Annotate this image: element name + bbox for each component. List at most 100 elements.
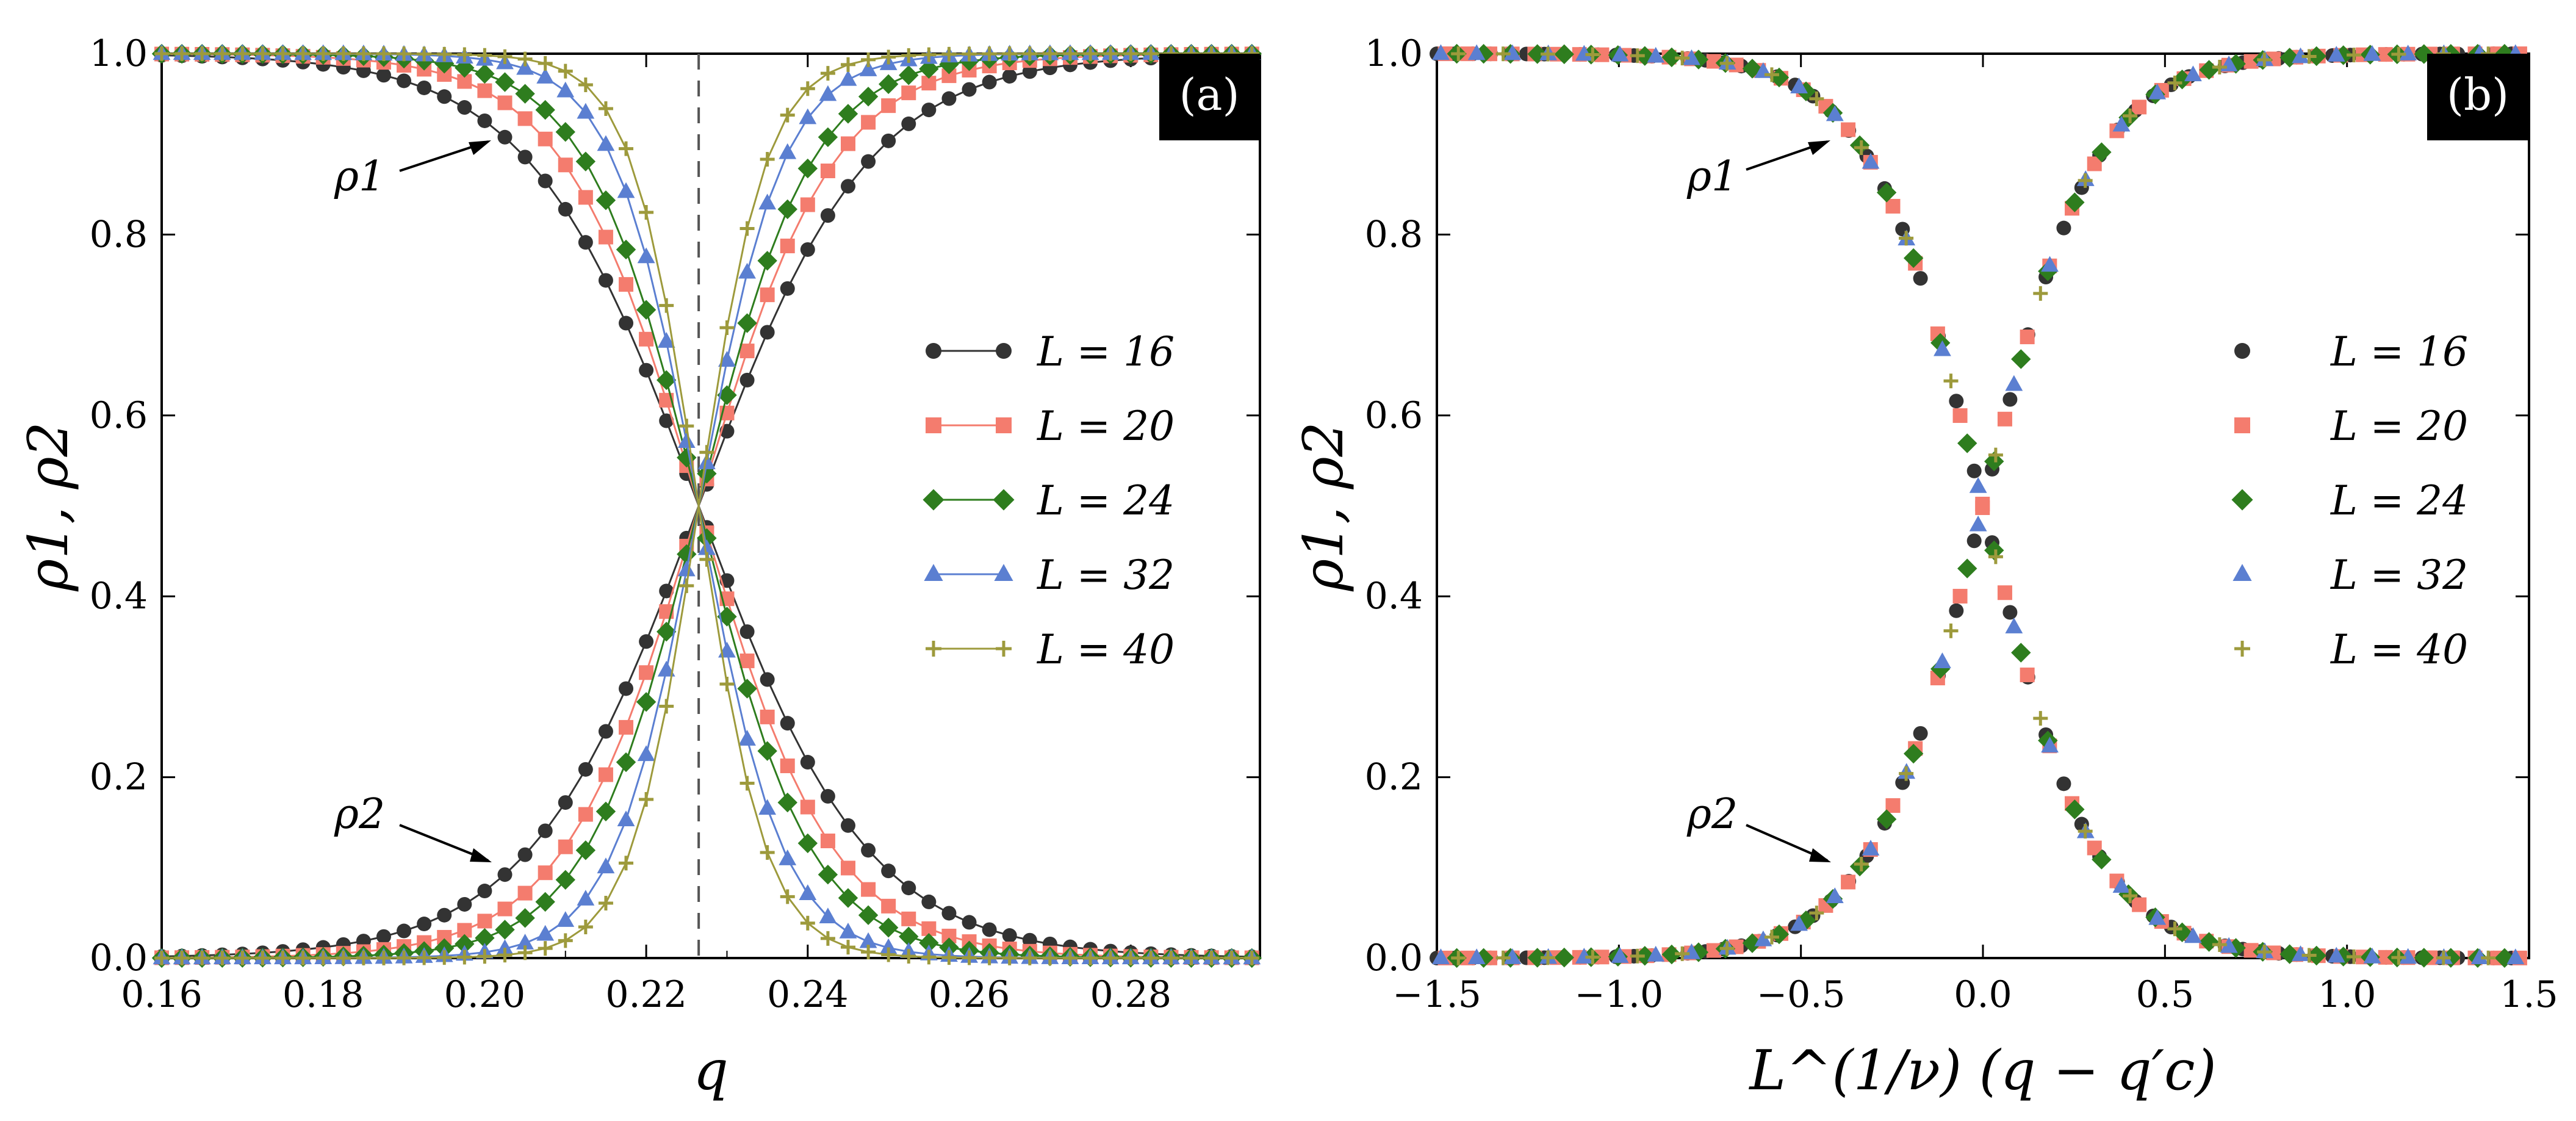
rho1-point <box>878 917 899 938</box>
rho1-point <box>760 709 775 724</box>
x-tick-label: 1.0 <box>2318 973 2376 1016</box>
rho2-point <box>1826 887 1844 904</box>
rho2-point <box>1062 46 1078 62</box>
rho1-point <box>2002 605 2018 620</box>
legend-label: L = 16 <box>2330 328 2468 375</box>
rho1-point <box>1790 77 1808 94</box>
rho1-point <box>578 190 593 205</box>
legend-label: L = 24 <box>2330 477 2468 524</box>
rho1-point <box>356 46 371 62</box>
legend-marker <box>2234 641 2250 657</box>
legend-label: L = 20 <box>1037 403 1175 450</box>
rho1-point <box>800 799 815 815</box>
rho2-point <box>679 578 694 593</box>
rho2-point <box>2391 46 2406 62</box>
rho2-point <box>477 949 492 964</box>
rho1-point <box>1661 47 1682 68</box>
legend-marker <box>2234 417 2250 433</box>
panel-a-label: (a) <box>1179 69 1239 120</box>
rho2-point <box>677 544 697 564</box>
rho2-point <box>578 762 593 777</box>
rho2-point <box>899 65 919 85</box>
rho1-point <box>1719 56 1735 71</box>
series-32 <box>1432 44 2525 965</box>
rho1-point <box>2470 948 2489 964</box>
rho2-point <box>2257 52 2272 68</box>
rho2-point <box>639 792 654 807</box>
panel-b-y-axis-label: ρ1, ρ2 <box>1292 422 1356 592</box>
rho1-point <box>1899 231 1914 246</box>
rho1-point <box>1467 44 1486 60</box>
rho1-point <box>397 46 412 62</box>
rho2-point <box>1966 533 1982 549</box>
rho2-point <box>619 719 634 735</box>
rho2-point <box>1952 588 1968 604</box>
rho1-point <box>719 677 735 692</box>
rho2-point <box>2132 99 2147 115</box>
x-tick-label: 0.20 <box>444 973 526 1016</box>
rho2-point <box>275 950 290 965</box>
rho1-point <box>861 843 876 858</box>
rho1-point <box>1611 45 1629 62</box>
rho1-point <box>619 141 634 156</box>
rho2-point <box>739 344 755 359</box>
rho1-point <box>677 447 697 468</box>
rho2-point <box>515 908 535 928</box>
rho1-point <box>2347 949 2362 964</box>
rho1-point <box>777 792 797 813</box>
rho1-point <box>881 947 896 962</box>
rho1-point <box>1688 49 1709 70</box>
rho2-point <box>295 950 311 965</box>
legend-marker <box>996 641 1012 657</box>
rho1-point <box>598 101 613 117</box>
rho2-point <box>757 251 777 271</box>
y-tick-label: 0.6 <box>90 394 148 437</box>
rho2-point <box>881 49 896 65</box>
rho1-point <box>2436 950 2451 965</box>
rho2-point <box>982 74 997 90</box>
rho1-point <box>901 948 916 964</box>
rho1-point <box>779 849 797 865</box>
rho1-point <box>235 46 250 62</box>
rho1-point <box>517 111 533 126</box>
x-tick-label: 0.18 <box>282 973 364 1016</box>
rho1-point <box>921 950 937 965</box>
rho2-point <box>1042 46 1057 62</box>
rho1-point <box>1103 950 1118 965</box>
legend-label: L = 32 <box>1037 552 1175 599</box>
rho2-point <box>417 950 432 965</box>
panel-b-rho2-arrowhead <box>1809 848 1831 862</box>
rho1-point <box>760 845 775 860</box>
rho2-point <box>1903 743 1924 764</box>
rho1-point <box>1042 950 1057 965</box>
panel-b-rho1-arrowhead <box>1808 140 1830 155</box>
rho1-point <box>2414 948 2434 968</box>
rho1-point <box>1675 51 1690 66</box>
rho1-point <box>1988 549 2003 564</box>
rho1-point <box>577 103 595 119</box>
legend-label: L = 20 <box>2330 403 2468 450</box>
rho2-point <box>901 48 916 63</box>
rho1-point <box>637 247 655 264</box>
rho1-point <box>2279 944 2300 964</box>
rho2-point <box>598 767 613 782</box>
x-tick-label: −1.5 <box>1392 973 1481 1016</box>
rho1-point <box>739 653 755 668</box>
rho1-point <box>2257 944 2272 959</box>
rho2-point <box>719 320 735 335</box>
rho2-point <box>556 911 575 927</box>
rho1-point <box>2292 945 2309 961</box>
rho1-point <box>758 799 777 815</box>
legend-marker <box>996 417 1012 433</box>
rho1-point <box>1204 951 1219 965</box>
rho1-point <box>899 926 919 946</box>
rho2-point <box>495 920 515 940</box>
rho1-point <box>962 915 977 930</box>
rho1-point <box>1554 44 1574 65</box>
rho1-point <box>2506 948 2525 965</box>
rho1-point <box>839 922 857 939</box>
rho2-point <box>838 104 858 124</box>
rho1-point <box>1630 48 1645 63</box>
rho2-point <box>901 85 916 101</box>
rho1-point <box>1934 340 1951 356</box>
